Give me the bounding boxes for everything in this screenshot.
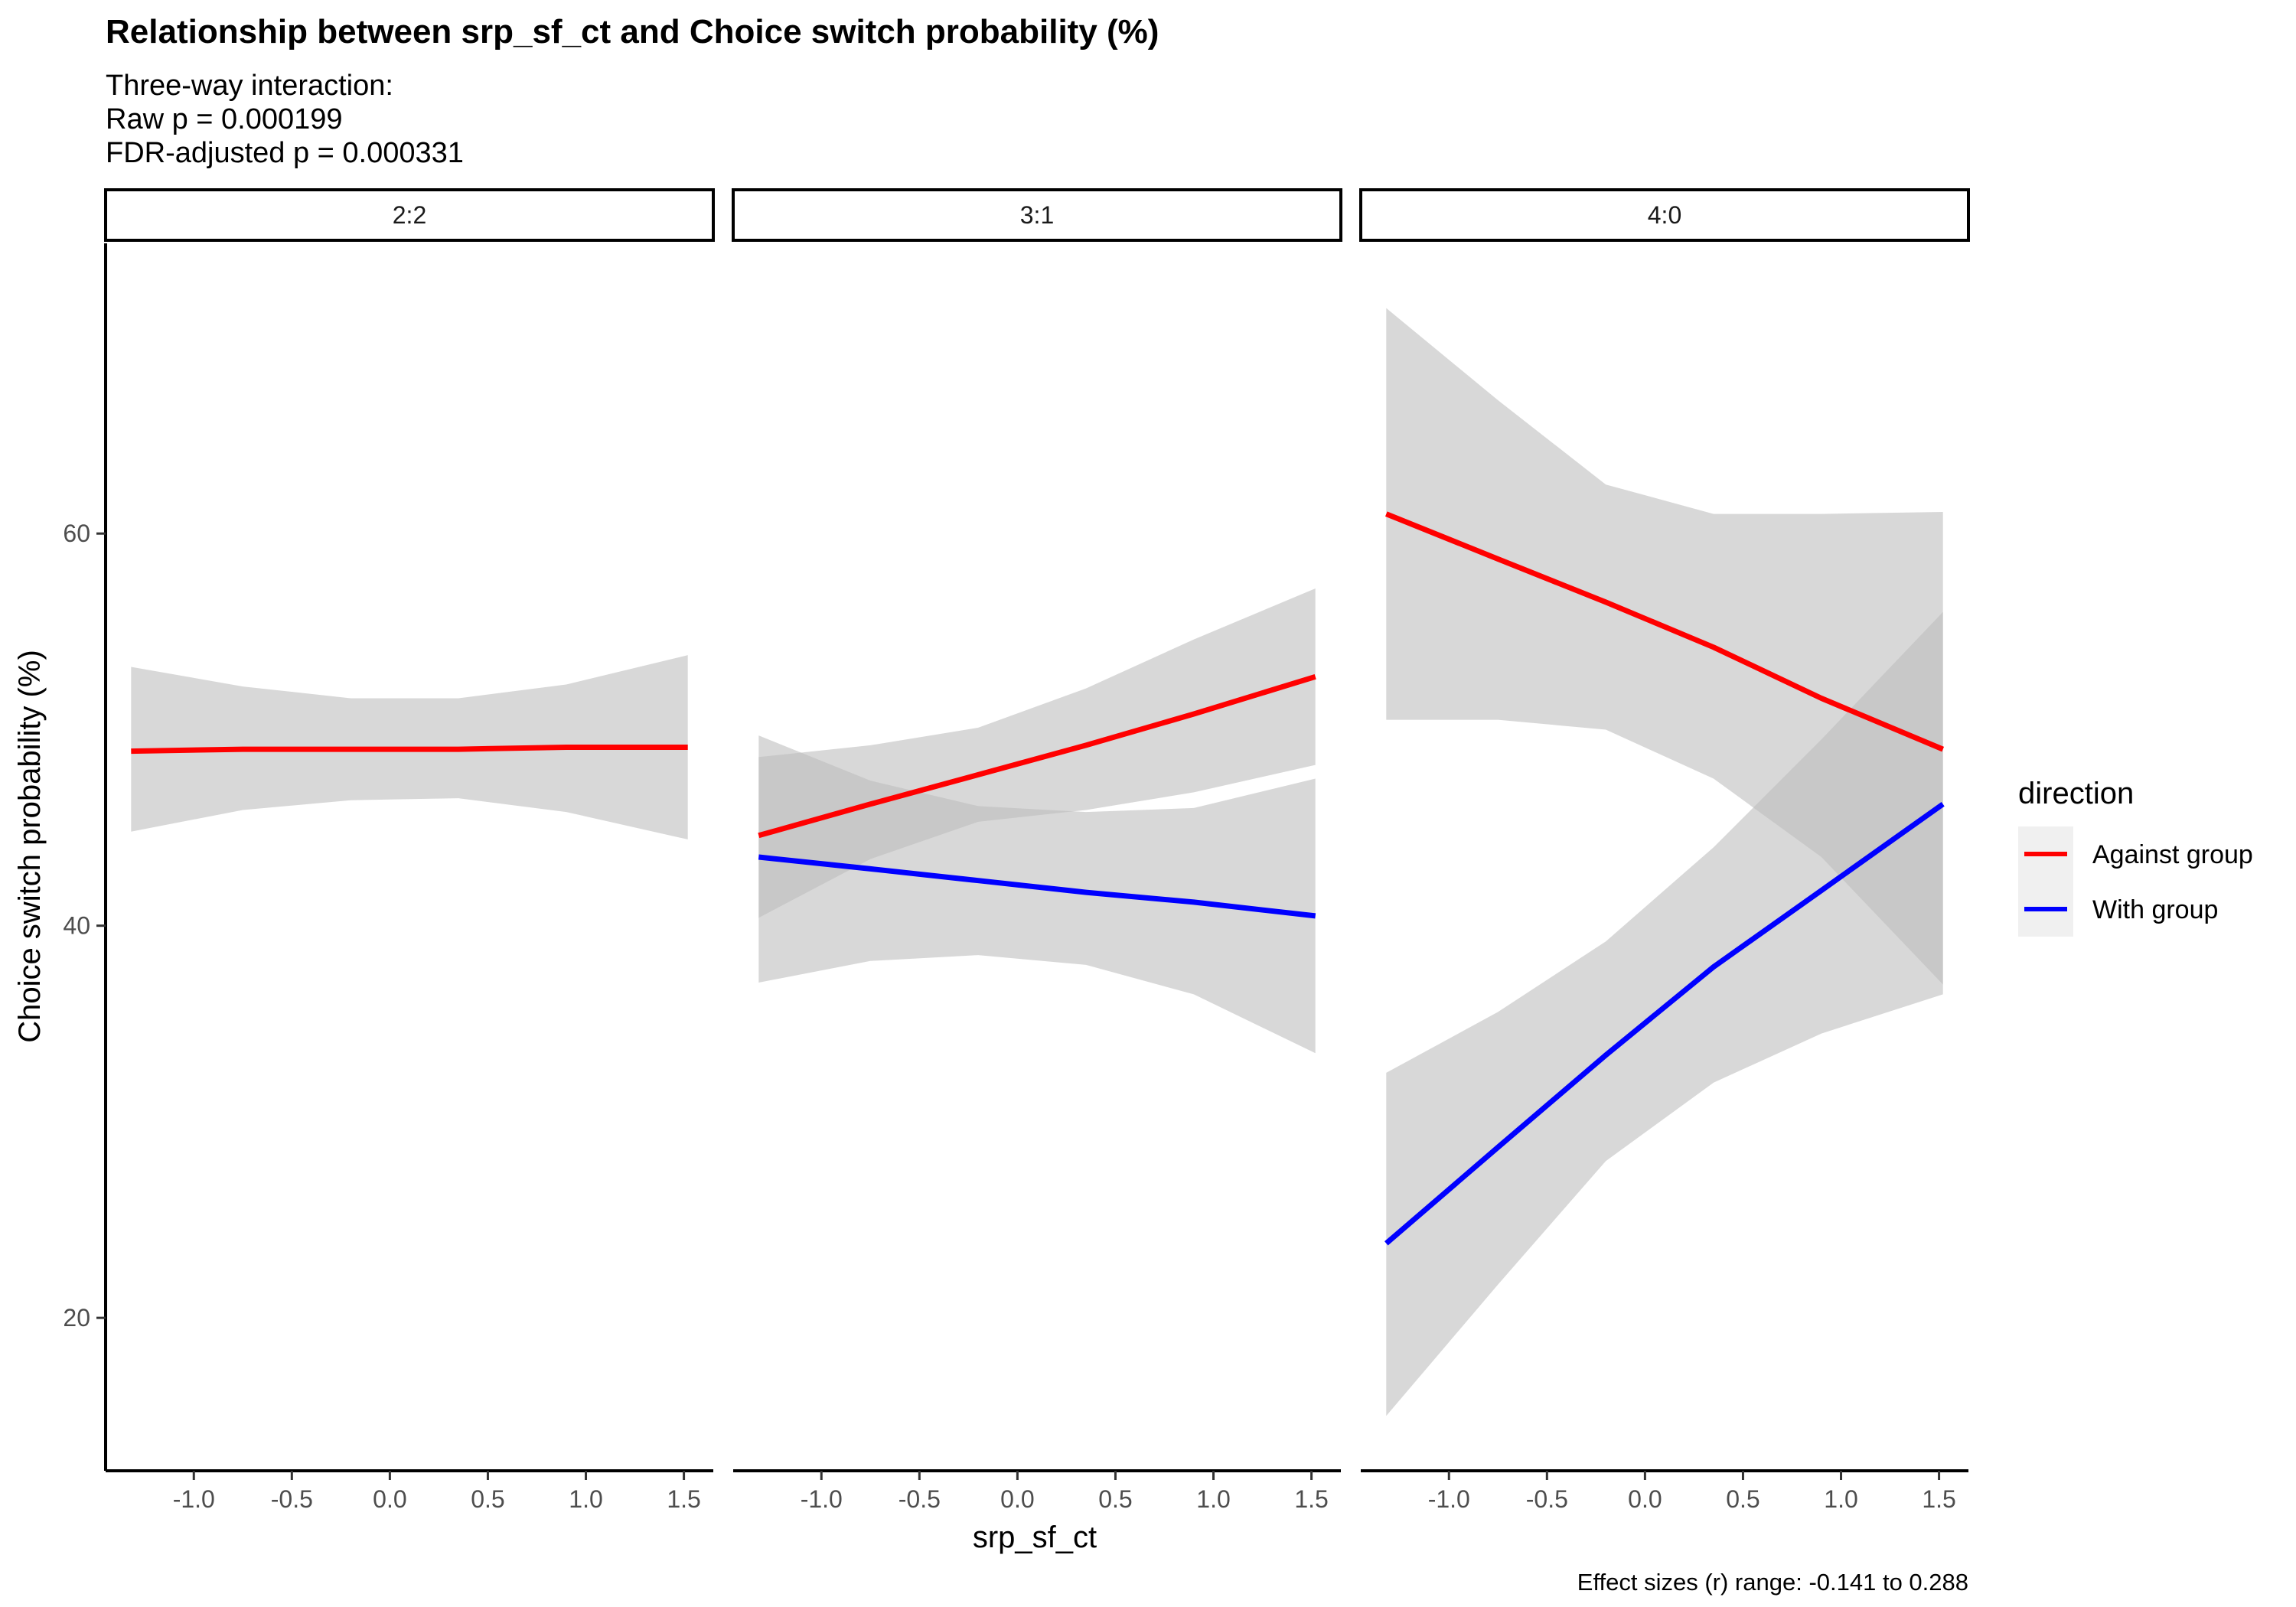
subtitle-line-1: Three-way interaction: [106,70,393,102]
panel-3-1-x-tick-label: 1.5 [1294,1485,1328,1513]
panel-4-0-x-tick-label: -1.0 [1428,1485,1470,1513]
panel-4-0-strip [1359,188,1970,242]
panel-4-0-ci-ribbon-with-group [1386,611,1943,1416]
panel-4-0-line-against-group [1384,511,1945,752]
legend-label-against-group: Against group [2092,840,2253,869]
panel-3-1-strip-label: 3:1 [1020,201,1054,229]
panel-2-2-line-against-group [131,745,688,755]
legend-label-with-group: With group [2092,895,2218,924]
legend: direction Against group With group [2018,777,2253,937]
y-tick-label: 60 [63,520,90,547]
subtitle-line-2: Raw p = 0.000199 [106,103,343,135]
panel-3-1-ci-ribbon-with-group [758,735,1316,1054]
panel-3-1-x-tick-label: 0.5 [1098,1485,1132,1513]
panel-4-0-x-tick-label: 0.5 [1726,1485,1760,1513]
panel-4-0-x-tick-label: 1.0 [1824,1485,1857,1513]
panel-3-1-strip [732,188,1342,242]
panel-4-0-x-tick-label: 1.5 [1922,1485,1955,1513]
panel-2-2-strip-label: 2:2 [393,201,426,229]
legend-title: direction [2018,777,2134,810]
x-axis-title: srp_sf_ct [973,1521,1097,1554]
panel-2-2-x-tick-label: 1.0 [569,1485,602,1513]
chart-caption: Effect sizes (r) range: -0.141 to 0.288 [1577,1569,1968,1596]
panel-4-0-line-with-group [1384,801,1945,1246]
panel-3-1-x-tick-label: 0.0 [1000,1485,1034,1513]
plot-area: 2:2 -1.0 -0.5 0.0 0.5 1.0 1.5 3:1 -1.0 -0.5 0.0 0.5… [63,188,1970,1513]
y-tick-label: 40 [63,912,90,940]
y-axis-title: Choice switch probability (%) [13,650,47,1043]
panel-2-2-x-tick-label: 0.0 [373,1485,406,1513]
panel-2-2-x-tick-label: -0.5 [271,1485,313,1513]
panel-3-1-x-tick-label: 1.0 [1196,1485,1230,1513]
panel-4-0-x-tick-label: 0.0 [1628,1485,1662,1513]
panel-4-0-strip-label: 4:0 [1648,201,1681,229]
panel-2-2-x-tick-label: 1.5 [667,1485,700,1513]
panel-3-1-line-against-group [758,673,1316,839]
panel-3-1-x-tick-label: -1.0 [801,1485,843,1513]
panel-2-2-x-tick-label: 0.5 [471,1485,504,1513]
panel-2-2-x-tick-label: -1.0 [173,1485,215,1513]
panel-3-1-x-tick-label: -0.5 [899,1485,941,1513]
subtitle-line-3: FDR-adjusted p = 0.000331 [106,137,464,169]
chart-title: Relationship between srp_sf_ct and Choic… [106,13,1159,51]
panel-2-2-strip [104,188,715,242]
panel-4-0-x-tick-label: -0.5 [1526,1485,1568,1513]
panel-3-1-line-with-group [758,854,1316,919]
y-tick-label: 20 [63,1304,90,1332]
